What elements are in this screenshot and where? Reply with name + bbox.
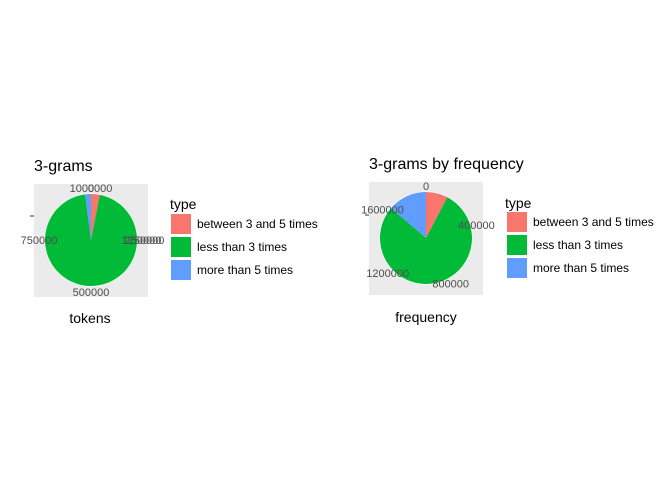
pie-slice-between-3-and-5-times (91, 194, 100, 240)
tick-label: 400000 (458, 220, 495, 232)
legend-swatch (171, 260, 191, 280)
legend-label: between 3 and 5 times (197, 217, 318, 231)
tick-label: 250000 (125, 235, 162, 247)
legend-swatch (507, 212, 527, 232)
pie-slice-less-than-3-times (45, 194, 138, 286)
slices-group (44, 193, 138, 287)
tick-label: 0 (423, 181, 429, 193)
tick-label: 1600000 (361, 205, 404, 217)
legend-title: type (505, 195, 532, 211)
panel-frequency: 3-grams by frequency frequency 0 400000 80… (361, 156, 654, 325)
tick-labels-group: 0 250000 500000 750000 1000000 1250000 (21, 183, 165, 299)
legend-title: type (170, 196, 197, 212)
panel-tokens: 3-grams tokens 0 250000 500000 750000 100000… (21, 158, 318, 326)
legend-swatch (171, 237, 191, 257)
tick-label: 0 (88, 183, 94, 195)
legend-label: less than 3 times (197, 240, 287, 254)
tick-label: 1250000 (122, 235, 165, 247)
legend-swatch (171, 214, 191, 234)
tick-label: 500000 (73, 287, 110, 299)
legend-label: between 3 and 5 times (533, 215, 654, 229)
legend-label: more than 5 times (533, 261, 629, 275)
pie-slice-more-than-5-times (391, 192, 426, 238)
pie-slice-between-3-and-5-times (426, 192, 448, 238)
x-axis-title: tokens (69, 310, 110, 326)
panel-title: 3-grams (34, 158, 93, 175)
pie-slice-less-than-3-times (380, 197, 472, 285)
legend: type between 3 and 5 times less than 3 ti… (505, 195, 654, 278)
legend: type between 3 and 5 times less than 3 ti… (170, 196, 318, 280)
tick-label: 800000 (432, 279, 469, 291)
tick-label: 1000000 (70, 183, 113, 195)
tick-labels-group: 0 400000 800000 1200000 1600000 (361, 181, 495, 291)
tick-label: 750000 (21, 235, 58, 247)
legend-swatch (507, 258, 527, 278)
x-axis-title: frequency (395, 309, 456, 325)
tick-label: 1200000 (366, 268, 409, 280)
legend-swatch (507, 235, 527, 255)
pie-slice-more-than-5-times (85, 194, 91, 240)
legend-label: less than 3 times (533, 238, 623, 252)
slices-group (379, 191, 473, 285)
legend-label: more than 5 times (197, 263, 293, 277)
panel-title: 3-grams by frequency (369, 156, 524, 173)
